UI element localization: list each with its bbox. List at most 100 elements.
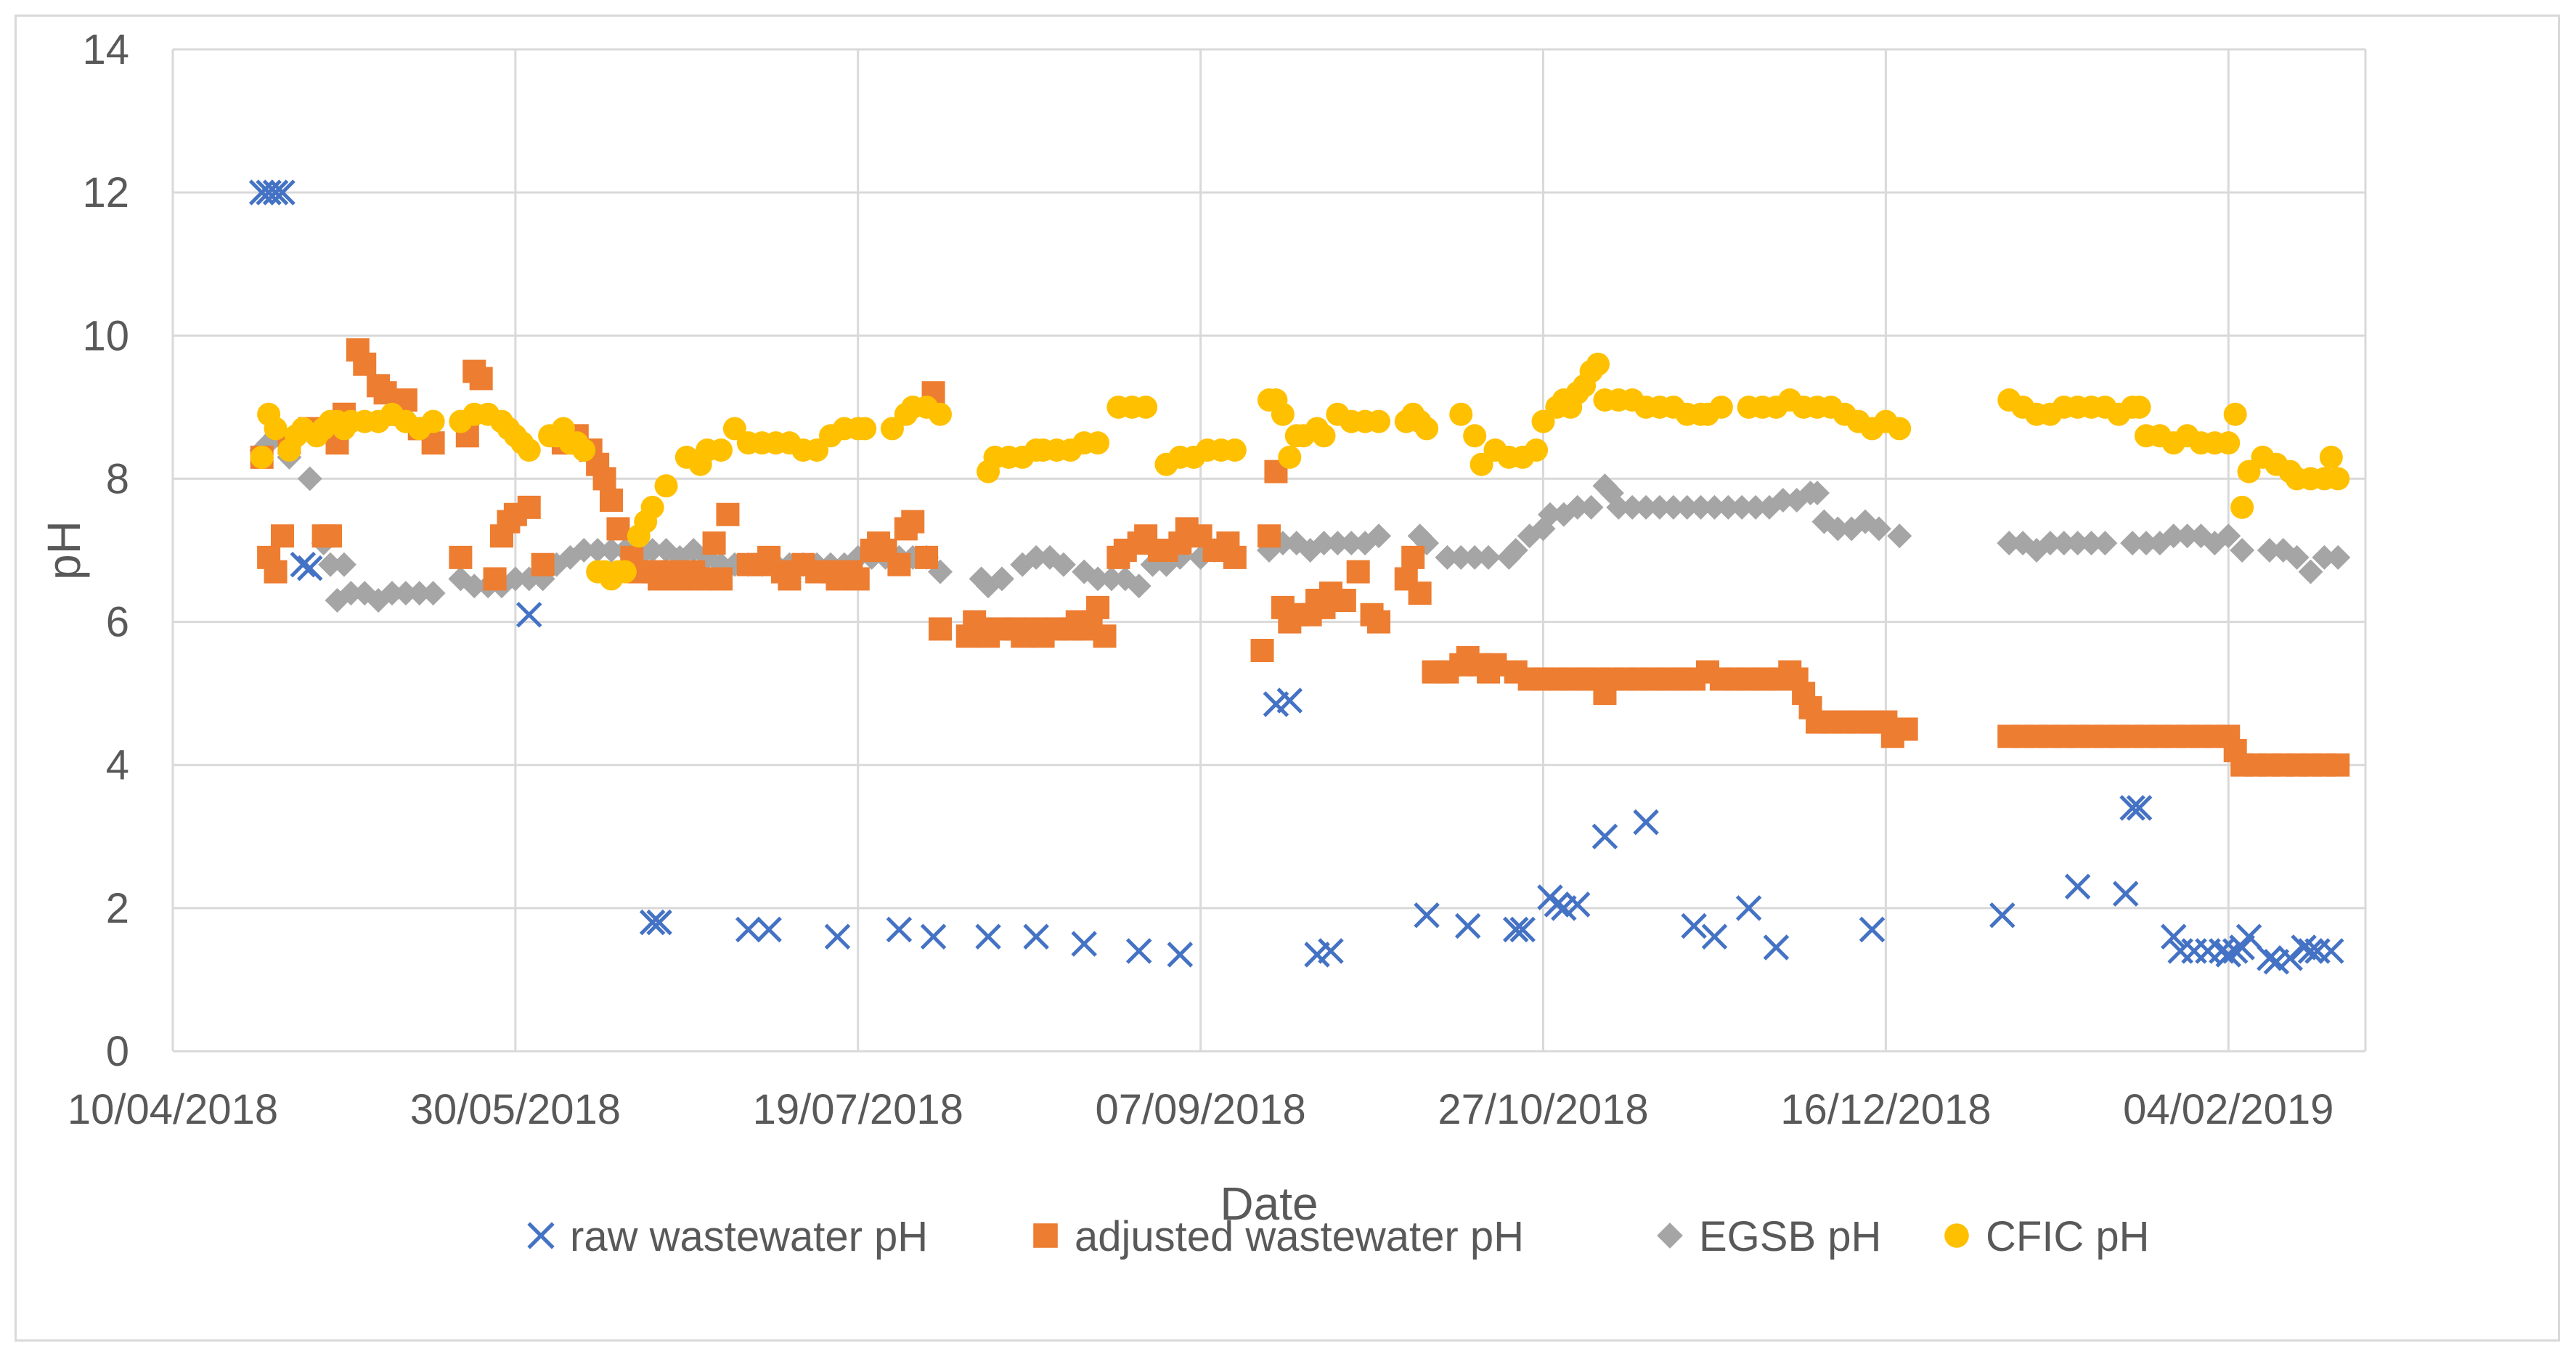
data-point: [688, 567, 712, 591]
data-point: [1167, 942, 1194, 968]
data-point: [2064, 873, 2091, 900]
data-point: [846, 567, 870, 591]
data-point: [1660, 494, 1686, 520]
data-point: [654, 474, 678, 498]
data-point: [1476, 544, 1501, 570]
y-tick-label: 2: [106, 885, 129, 932]
data-point: [1989, 902, 2015, 929]
data-point: [887, 552, 911, 576]
data-point: [338, 581, 364, 606]
data-point: [1134, 395, 1158, 419]
data-point: [517, 438, 541, 462]
data-point: [1223, 545, 1247, 569]
data-point: [250, 445, 274, 469]
data-point: [1483, 653, 1507, 677]
x-tick-label: 19/07/2018: [753, 1086, 963, 1133]
data-point: [920, 923, 947, 950]
data-point: [1099, 566, 1124, 592]
data-point: [756, 916, 782, 943]
data-point: [297, 466, 322, 491]
y-tick-label: 12: [82, 169, 129, 216]
legend-marker: [1944, 1223, 1969, 1248]
data-point: [1462, 544, 1488, 570]
data-point: [1414, 902, 1440, 929]
data-point: [1086, 431, 1110, 455]
data-point: [886, 916, 913, 943]
data-point: [531, 552, 555, 576]
data-point: [824, 923, 851, 950]
data-point: [1525, 438, 1549, 462]
data-point: [2326, 544, 2351, 570]
data-point: [709, 567, 733, 591]
data-point: [1258, 524, 1281, 548]
data-point: [853, 417, 877, 441]
data-point: [1401, 545, 1425, 569]
data-point: [2174, 523, 2200, 549]
data-point: [1276, 687, 1303, 714]
data-point: [271, 524, 294, 548]
data-point: [2318, 938, 2344, 964]
data-point: [1250, 639, 1274, 662]
data-point: [2217, 431, 2241, 455]
data-point: [2297, 938, 2324, 964]
data-point: [462, 574, 487, 599]
data-point: [716, 502, 740, 526]
data-point: [2216, 523, 2241, 549]
legend-label: CFIC pH: [1986, 1213, 2150, 1260]
data-point: [331, 552, 356, 577]
data-point: [2037, 531, 2063, 556]
data-point: [1888, 417, 1912, 441]
data-point: [1086, 595, 1110, 619]
y-axis-title: pH: [38, 521, 90, 580]
legend-label: adjusted wastewater pH: [1075, 1213, 1524, 1260]
y-tick-label: 10: [82, 312, 129, 359]
data-point: [600, 489, 623, 512]
data-point: [319, 524, 343, 548]
data-point: [735, 916, 762, 943]
data-point: [640, 495, 664, 519]
data-point: [572, 438, 596, 462]
y-tick-label: 0: [106, 1028, 129, 1075]
data-point: [1702, 494, 1727, 520]
data-point: [262, 179, 289, 205]
data-point: [1325, 531, 1350, 556]
x-tick-label: 07/09/2018: [1095, 1086, 1305, 1133]
data-point: [1606, 494, 1631, 520]
data-point: [1544, 891, 1570, 918]
data-point: [1454, 913, 1481, 939]
data-point: [1674, 494, 1700, 520]
data-point: [702, 531, 726, 555]
data-point: [2065, 531, 2090, 556]
data-point: [380, 581, 404, 606]
data-point: [1346, 560, 1370, 584]
data-point: [585, 538, 611, 563]
data-point: [1887, 523, 1912, 549]
data-point: [1366, 523, 1391, 549]
data-point: [1502, 916, 1529, 943]
data-point: [1634, 494, 1659, 520]
data-point: [1701, 923, 1728, 950]
data-point: [1716, 494, 1741, 520]
data-point: [1620, 494, 1645, 520]
data-point: [1591, 823, 1618, 850]
data-point: [2112, 881, 2139, 907]
data-point: [517, 495, 541, 519]
data-point: [1093, 624, 1117, 648]
data-point: [421, 409, 445, 433]
data-point: [296, 555, 323, 581]
data-point: [975, 923, 1001, 950]
data-point: [639, 909, 666, 936]
data-point: [1024, 544, 1049, 570]
data-point: [1537, 502, 1562, 527]
data-point: [1729, 494, 1755, 520]
data-point: [1435, 544, 1460, 570]
data-point: [1564, 891, 1591, 918]
data-point: [1688, 494, 1713, 520]
data-point: [1339, 531, 1364, 556]
data-point: [606, 517, 630, 541]
data-point: [1463, 424, 1487, 448]
data-point: [915, 545, 939, 569]
data-point: [1997, 531, 2022, 556]
data-point: [2326, 467, 2350, 491]
data-point: [1071, 931, 1097, 957]
